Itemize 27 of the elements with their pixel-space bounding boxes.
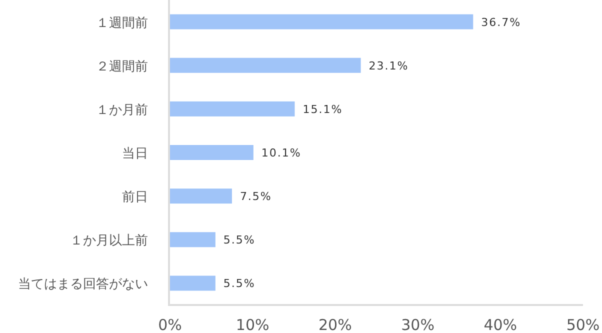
- y-tick-label: 当日: [122, 146, 148, 162]
- bar: [170, 276, 216, 291]
- data-label: 10.1%: [261, 146, 302, 160]
- data-label: 7.5%: [240, 190, 272, 204]
- bar: [170, 232, 216, 248]
- data-label: 5.5%: [223, 234, 256, 247]
- data-label: 5.5%: [223, 277, 256, 290]
- bar: [170, 101, 295, 116]
- data-label: 36.7%: [481, 16, 522, 29]
- y-tick-label: 当てはまる回答がない: [18, 277, 148, 292]
- bar: [170, 14, 474, 30]
- y-tick-label: １か月以上前: [70, 234, 148, 249]
- x-tick-label: 10%: [236, 316, 270, 333]
- y-tick-label: １週間前: [96, 16, 148, 31]
- y-tick-label: １か月前: [96, 102, 148, 118]
- data-label: 15.1%: [302, 102, 343, 116]
- x-tick-label: 30%: [401, 316, 434, 333]
- x-tick-label: 0%: [158, 316, 182, 333]
- bar: [170, 58, 361, 73]
- x-tick-label: 20%: [318, 316, 352, 333]
- y-tick-label: ２週間前: [96, 59, 148, 74]
- x-tick-label: 50%: [566, 316, 600, 333]
- y-tick-label: 前日: [122, 190, 148, 206]
- bar: [170, 188, 232, 204]
- data-label: 23.1%: [368, 59, 409, 72]
- x-tick-label: 40%: [484, 316, 518, 333]
- bar: [170, 145, 254, 160]
